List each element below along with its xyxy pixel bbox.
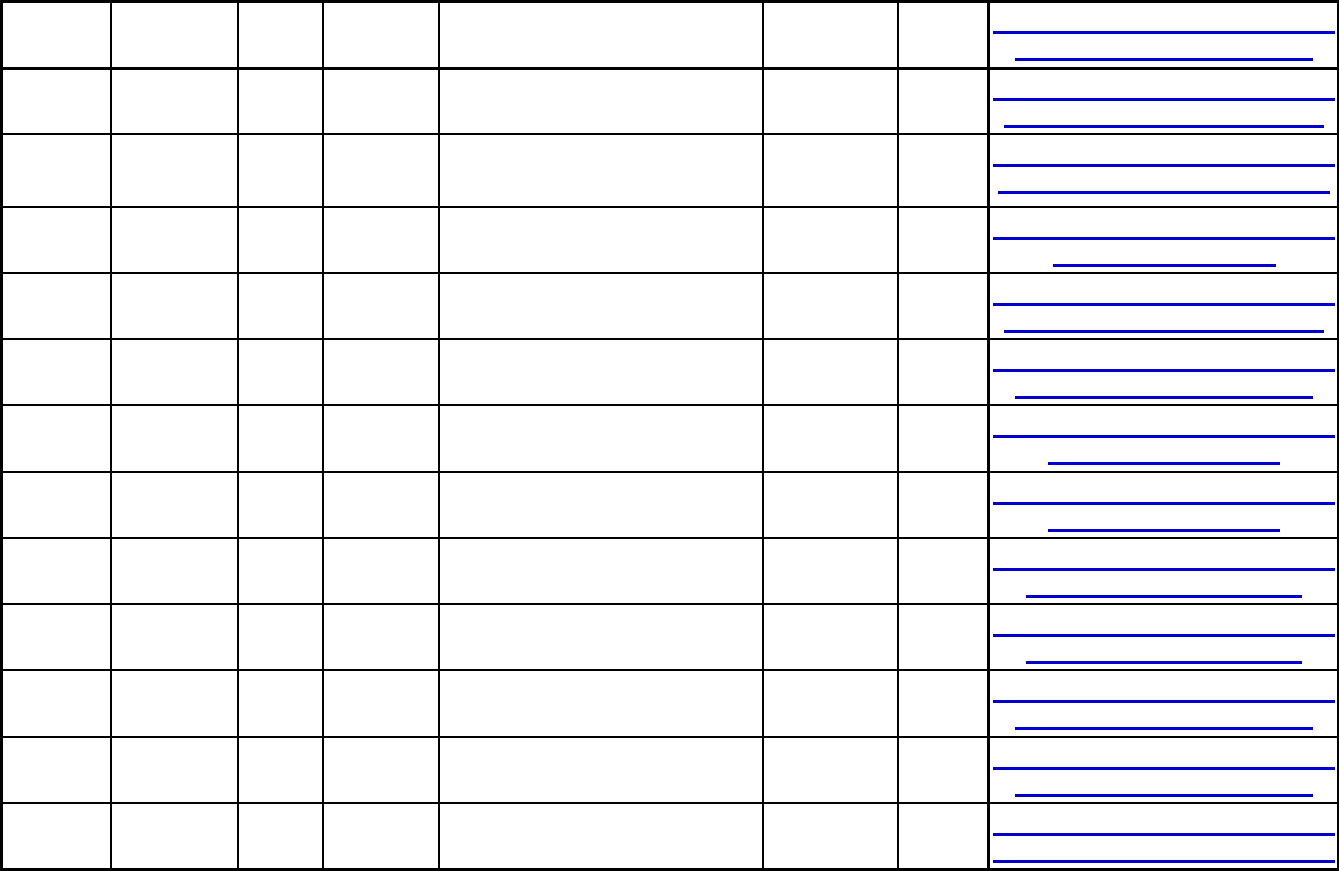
row-border bbox=[0, 537, 1339, 539]
row-link[interactable] bbox=[990, 292, 1337, 334]
link-underline bbox=[993, 634, 1335, 637]
link-underline bbox=[998, 191, 1330, 194]
link-underline bbox=[993, 502, 1335, 505]
link-underline bbox=[993, 767, 1335, 770]
link-underline bbox=[993, 568, 1335, 571]
link-underline bbox=[993, 435, 1335, 438]
link-underline bbox=[1048, 462, 1280, 465]
column-border bbox=[762, 0, 764, 869]
column-border bbox=[987, 0, 990, 869]
link-underline bbox=[993, 700, 1335, 703]
link-underline bbox=[1015, 58, 1313, 61]
row-border bbox=[0, 0, 1339, 3]
row-border bbox=[0, 206, 1339, 208]
row-link[interactable] bbox=[990, 491, 1337, 533]
link-underline bbox=[1048, 529, 1280, 532]
link-underline bbox=[993, 833, 1335, 836]
link-underline bbox=[1015, 727, 1313, 730]
column-border bbox=[0, 0, 3, 869]
row-link[interactable] bbox=[990, 20, 1337, 62]
link-underline bbox=[1015, 794, 1313, 797]
row-border bbox=[0, 471, 1339, 473]
column-border bbox=[438, 0, 440, 869]
link-underline bbox=[1026, 661, 1302, 664]
row-border bbox=[0, 67, 1339, 70]
link-underline bbox=[1004, 125, 1324, 128]
link-underline bbox=[993, 303, 1335, 306]
row-border bbox=[0, 133, 1339, 135]
row-link[interactable] bbox=[990, 424, 1337, 466]
row-border bbox=[0, 603, 1339, 605]
row-border bbox=[0, 802, 1339, 804]
column-border bbox=[897, 0, 899, 869]
row-link[interactable] bbox=[990, 689, 1337, 731]
link-underline bbox=[993, 369, 1335, 372]
link-underline bbox=[993, 31, 1335, 34]
row-border bbox=[0, 404, 1339, 406]
link-underline bbox=[993, 860, 1335, 863]
row-link[interactable] bbox=[990, 756, 1337, 798]
row-link[interactable] bbox=[990, 87, 1337, 129]
link-underline bbox=[1015, 396, 1313, 399]
link-underline bbox=[1004, 330, 1324, 333]
link-underline bbox=[1053, 264, 1276, 267]
column-border bbox=[237, 0, 239, 869]
row-border bbox=[0, 669, 1339, 671]
row-link[interactable] bbox=[990, 822, 1337, 864]
row-link[interactable] bbox=[990, 226, 1337, 268]
row-link[interactable] bbox=[990, 623, 1337, 665]
link-underline bbox=[993, 98, 1335, 101]
row-border bbox=[0, 272, 1339, 274]
row-link[interactable] bbox=[990, 557, 1337, 599]
row-link[interactable] bbox=[990, 358, 1337, 400]
link-underline bbox=[993, 164, 1335, 167]
link-underline bbox=[993, 237, 1335, 240]
row-border bbox=[0, 736, 1339, 738]
column-border bbox=[1337, 0, 1339, 869]
column-border bbox=[322, 0, 324, 869]
link-underline bbox=[1026, 595, 1302, 598]
row-border bbox=[0, 338, 1339, 340]
row-link[interactable] bbox=[990, 153, 1337, 195]
column-border bbox=[110, 0, 112, 869]
